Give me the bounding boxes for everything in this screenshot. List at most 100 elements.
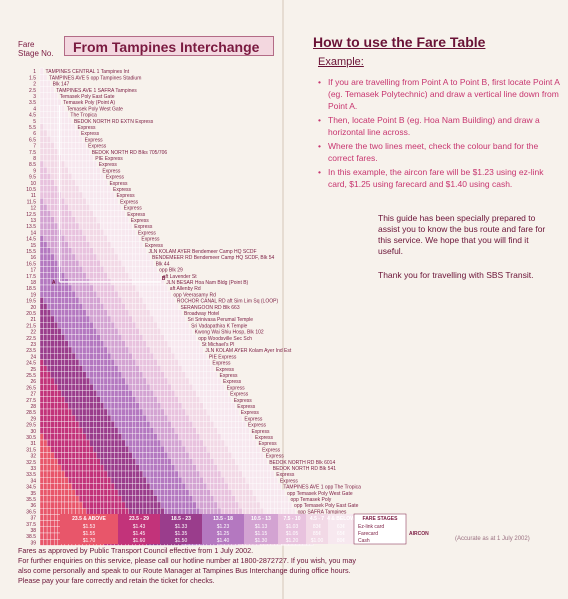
fare-cell (149, 291, 154, 298)
fare-cell (43, 154, 48, 162)
fare-cell (54, 408, 58, 416)
fare-cell (114, 260, 119, 267)
fare-cell (50, 408, 55, 416)
fare-cell (238, 501, 243, 509)
fare-cell (39, 532, 44, 540)
fare-cell (199, 377, 204, 385)
fare-cell (185, 433, 190, 441)
fare-cell (245, 427, 250, 434)
fare-cell (54, 297, 58, 304)
fare-cell (156, 402, 161, 410)
fare-cell (227, 489, 232, 496)
fare-cell (245, 508, 250, 515)
fare-cell (231, 501, 236, 509)
fare-cell (82, 396, 87, 403)
fare-cell (210, 508, 215, 515)
fare-cell (146, 253, 151, 261)
fare-cell (61, 390, 66, 397)
stage-number: 18.5 (26, 286, 36, 292)
fare-cell (171, 508, 176, 515)
fare-cell (68, 365, 73, 372)
fare-cell (61, 222, 66, 230)
fare-cell (71, 284, 76, 292)
fare-cell (146, 495, 151, 503)
instruction-item: If you are travelling from Point A to Po… (318, 76, 564, 112)
fare-cell (153, 309, 158, 317)
fare-cell (178, 508, 183, 515)
fare-cell (39, 297, 44, 304)
fare-cell (71, 408, 76, 416)
fare-cell (75, 439, 80, 447)
fare-cell (61, 229, 66, 236)
fare-cell (46, 173, 51, 180)
fare-cell (117, 235, 122, 242)
fare-cell (153, 464, 158, 472)
fare-cell (206, 470, 211, 478)
fare-cell (46, 123, 51, 131)
fare-cell (43, 384, 48, 391)
fare-cell (82, 508, 87, 515)
fare-cell (160, 371, 165, 379)
fare-cell (192, 408, 197, 416)
fare-cell (78, 204, 83, 211)
fare-cell (61, 185, 66, 193)
fare-cell (181, 359, 186, 366)
fare-cell (249, 477, 254, 484)
fare-cell (238, 458, 243, 465)
fare-cell (68, 334, 73, 341)
fare-cell (227, 470, 232, 478)
fare-cell (160, 396, 165, 403)
fare-cell (54, 111, 58, 118)
stage-number: 5 (33, 119, 36, 125)
fare-cell (64, 340, 69, 348)
fare-cell (160, 402, 165, 410)
fare-cell (50, 322, 55, 329)
fare-cell (100, 260, 105, 267)
fare-cell (103, 439, 108, 447)
fare-cell (89, 322, 94, 329)
fare-cell (71, 458, 76, 465)
fare-cell (139, 439, 144, 447)
fare-cell (100, 377, 105, 385)
fare-cell (75, 142, 80, 149)
fare-cell (128, 235, 133, 242)
fare-cell (110, 198, 115, 205)
fare-cell (227, 458, 232, 465)
fare-cell (156, 489, 161, 496)
fare-cell (43, 297, 48, 304)
fare-cell (61, 129, 66, 137)
fare-cell (210, 464, 215, 472)
fare-cell (103, 328, 108, 335)
fare-cell (213, 477, 218, 484)
fare-cell (125, 402, 129, 410)
fare-cell (167, 346, 172, 354)
bus-stop-label: opp Blk 29 (159, 268, 183, 274)
fare-cell (156, 495, 161, 503)
fare-cell (121, 452, 126, 459)
fare-cell (167, 371, 172, 379)
fare-cell (110, 284, 115, 292)
fare-cell (82, 247, 87, 255)
fare-cell (132, 309, 137, 317)
stage-number: 27.5 (26, 398, 36, 404)
fare-cell (54, 452, 58, 459)
fare-cell (135, 390, 140, 397)
fare-cell (156, 371, 161, 379)
fare-cell (57, 353, 62, 360)
fare-cell (85, 253, 90, 261)
fare-cell (242, 458, 247, 465)
fare-cell (231, 458, 236, 465)
fare-cell (75, 415, 80, 422)
fare-cell (125, 408, 129, 416)
fare-cell (213, 464, 218, 472)
stage-number: 1 (33, 69, 36, 75)
fare-cell (121, 315, 126, 323)
fare-cell (160, 359, 165, 366)
fare-cell (196, 346, 200, 354)
fare-cell (156, 396, 161, 403)
bus-stop-label: Express (223, 379, 242, 385)
fare-cell (61, 334, 66, 341)
fare-cell (54, 384, 58, 391)
fare-cell (93, 483, 97, 490)
fare-cell (192, 346, 197, 354)
